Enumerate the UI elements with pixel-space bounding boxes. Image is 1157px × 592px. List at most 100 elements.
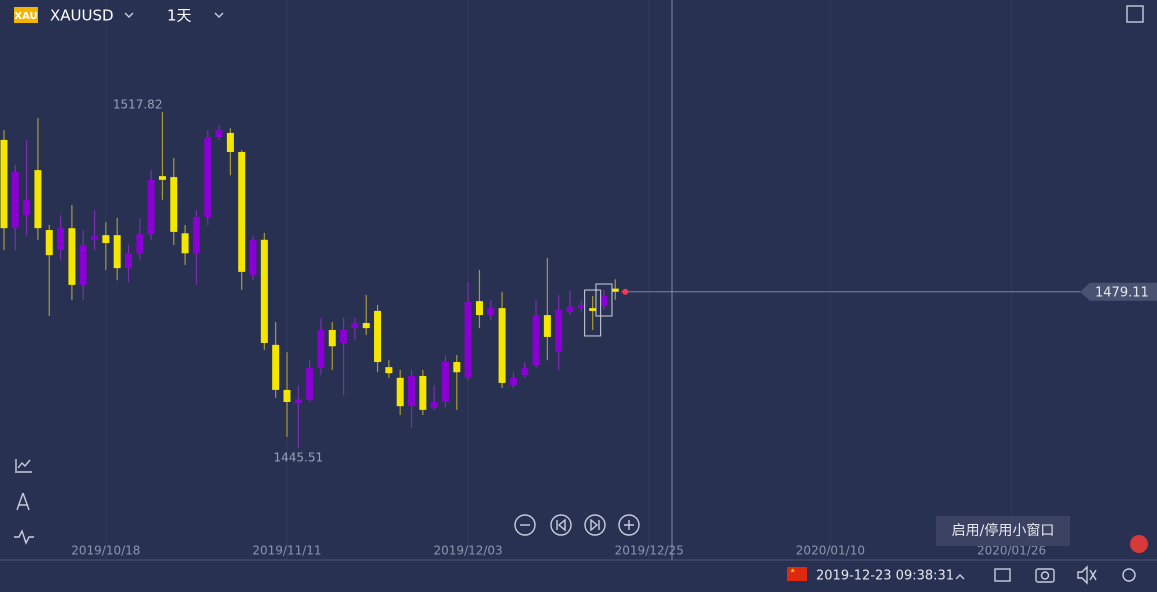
candle-body xyxy=(91,236,99,240)
candle-body xyxy=(57,228,65,251)
candle-body xyxy=(566,306,574,312)
candle-body xyxy=(532,315,540,366)
candle-body xyxy=(419,375,427,410)
candle-body xyxy=(158,176,166,180)
candle-body xyxy=(430,401,438,409)
wave-icon[interactable] xyxy=(14,529,34,545)
highlight-box xyxy=(595,283,613,317)
high-label: 1517.82 xyxy=(113,97,163,111)
plot: 2019/10/18 2019/11/11 2019/12/03 2019/12/25… xyxy=(0,0,1157,560)
x-tick-label: 2020/01/10 xyxy=(796,544,865,558)
camera-icon[interactable] xyxy=(1035,568,1055,583)
candle-body xyxy=(272,344,280,390)
x-tick-label: 2019/11/11 xyxy=(252,544,321,558)
candle-body xyxy=(204,137,212,218)
tooltip-box xyxy=(936,516,1070,546)
candle-body xyxy=(340,329,348,343)
candle-body xyxy=(147,179,155,235)
candle-body xyxy=(170,177,178,232)
candle-body xyxy=(396,377,404,407)
candle-body xyxy=(385,367,393,374)
draw-icon[interactable] xyxy=(16,492,30,511)
candle-body xyxy=(23,199,31,216)
candle-body xyxy=(11,171,19,229)
camera-lens xyxy=(1040,571,1050,580)
alert-icon[interactable] xyxy=(1130,535,1148,553)
zoom-controls xyxy=(514,514,640,536)
candle-body xyxy=(408,375,416,407)
x-tick-label: 2019/10/18 xyxy=(71,544,140,558)
candle-body xyxy=(68,228,76,285)
candle-body xyxy=(226,132,234,152)
candle-body xyxy=(124,253,132,269)
end-glyph xyxy=(590,518,600,532)
candle-body xyxy=(509,377,517,386)
price-dot xyxy=(622,288,629,295)
candle-body xyxy=(600,296,608,307)
zoom-out[interactable] xyxy=(514,514,536,536)
candle-body xyxy=(79,244,87,285)
candle-body xyxy=(498,308,506,383)
candle-body xyxy=(260,239,268,343)
candle-body xyxy=(611,288,619,292)
go-start[interactable] xyxy=(550,514,572,536)
flag-star: ★ xyxy=(790,568,795,575)
settings-icon[interactable] xyxy=(1122,568,1136,582)
candle-body xyxy=(475,301,483,316)
candle-body xyxy=(0,139,8,229)
candle-body xyxy=(577,304,585,309)
logo-box xyxy=(14,7,38,23)
mute-icon[interactable] xyxy=(1077,565,1097,585)
candle-body xyxy=(464,302,472,378)
period[interactable]: 1天 xyxy=(167,7,192,25)
price-label: 1479.11 xyxy=(1095,285,1149,300)
zoom-in[interactable] xyxy=(618,514,640,536)
candle-body xyxy=(294,399,302,403)
candle-body xyxy=(487,308,495,316)
x-tick-label: 2020/01/26 xyxy=(977,544,1046,558)
highlight-box xyxy=(584,289,602,337)
candle-body xyxy=(249,239,257,276)
candle-body xyxy=(317,329,325,369)
candle-body xyxy=(328,329,336,347)
candle-body xyxy=(113,235,121,269)
panel-icon[interactable] xyxy=(1126,5,1144,23)
chevron[interactable] xyxy=(214,12,224,18)
candle-body xyxy=(351,322,359,329)
datetime: 2019-12-23 09:38:31 xyxy=(816,569,954,584)
candle-body xyxy=(34,170,42,229)
tooltip: 启用/停用小窗口 xyxy=(952,522,1055,539)
chevron-up[interactable] xyxy=(955,574,965,580)
candle-body xyxy=(543,315,551,337)
x-tick-label: 2019/12/25 xyxy=(615,544,684,558)
start-glyph xyxy=(556,518,566,532)
candle-body xyxy=(102,235,110,244)
low-label: 1445.51 xyxy=(273,450,323,464)
candle-body xyxy=(362,322,370,329)
chevron[interactable] xyxy=(124,12,134,18)
symbol[interactable]: XAUUSD xyxy=(50,7,114,25)
candle-body xyxy=(555,309,563,352)
candle-body xyxy=(45,230,53,256)
candle-body xyxy=(306,368,314,401)
candle-body xyxy=(215,130,223,138)
price-tag xyxy=(1080,282,1157,301)
plus xyxy=(624,520,634,530)
x-tick-label: 2019/12/03 xyxy=(434,544,503,558)
window-icon[interactable] xyxy=(994,568,1011,582)
candle-body xyxy=(589,308,597,311)
go-end[interactable] xyxy=(584,514,606,536)
flag xyxy=(787,567,807,581)
logo: XAU xyxy=(14,11,37,22)
candle-body xyxy=(521,368,529,376)
candle-body xyxy=(283,389,291,402)
candle-body xyxy=(374,310,382,363)
candle-body xyxy=(181,233,189,254)
indicator-icon[interactable] xyxy=(15,459,32,473)
candle-body xyxy=(441,362,449,402)
candle-body xyxy=(192,217,200,254)
candle-body xyxy=(136,234,144,254)
